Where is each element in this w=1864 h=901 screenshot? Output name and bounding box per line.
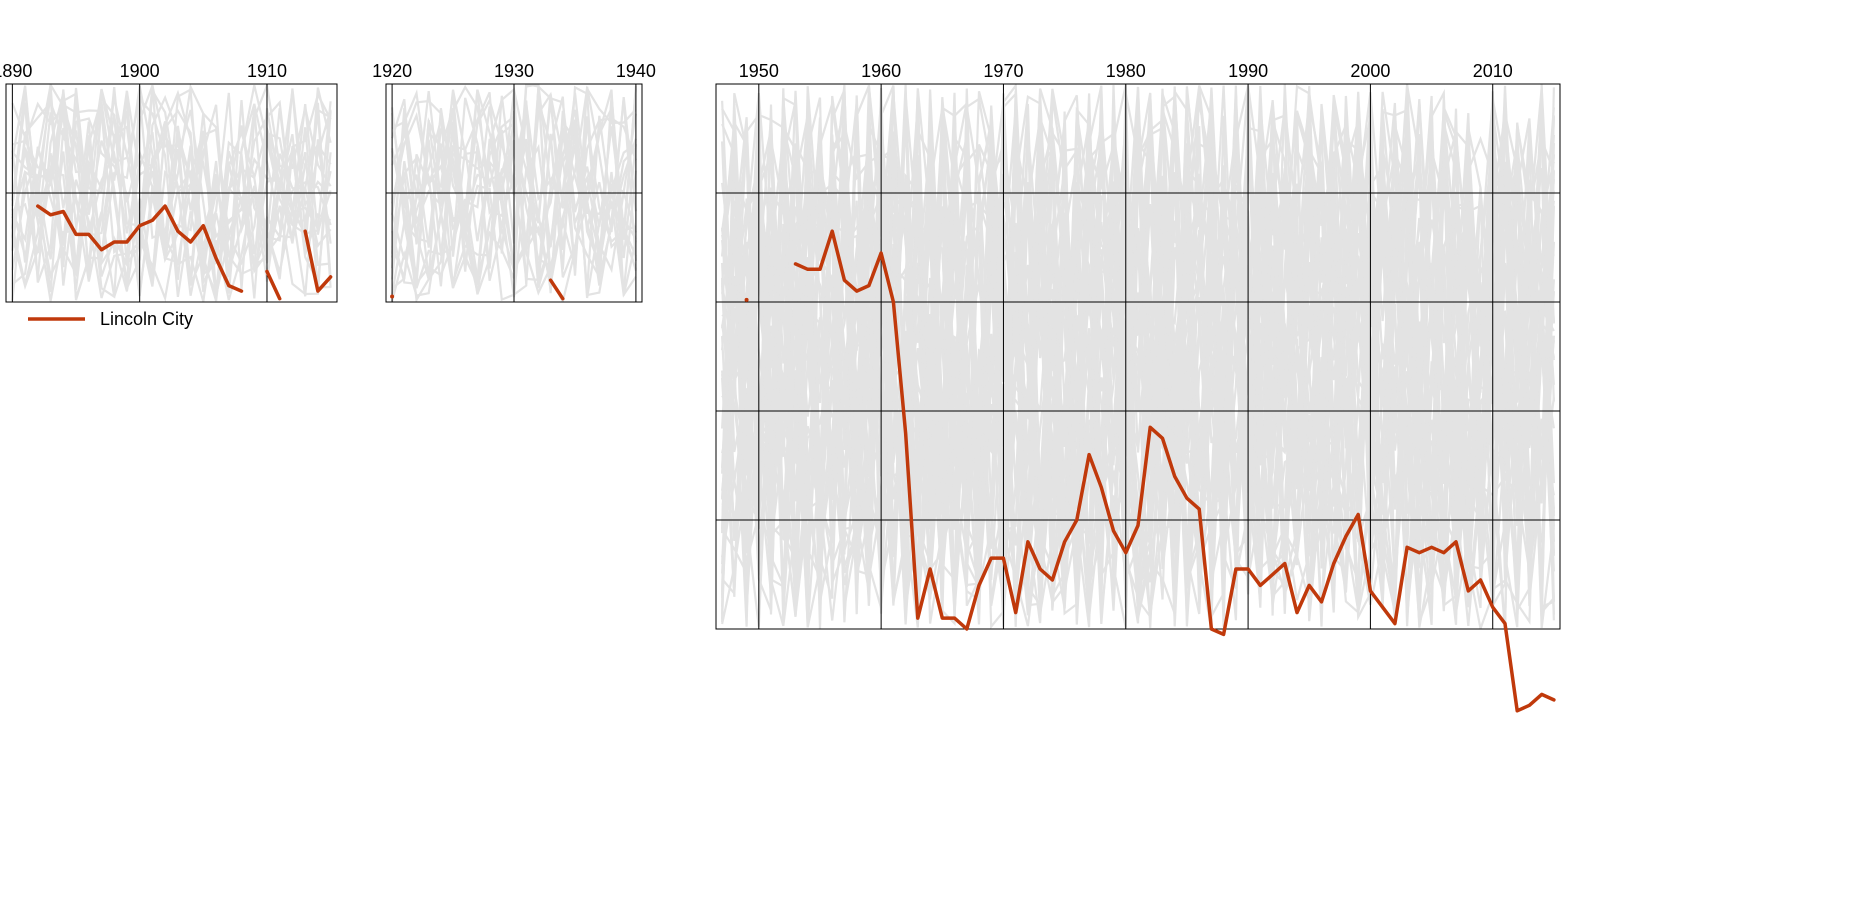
x-tick-label: 1930 [494, 61, 534, 81]
background-line [721, 85, 1555, 614]
x-tick-label: 1890 [0, 61, 32, 81]
legend: Lincoln City [28, 309, 193, 329]
x-tick-label: 1940 [616, 61, 656, 81]
series-line [265, 269, 282, 301]
series-line [793, 229, 1556, 713]
series-line [548, 278, 565, 301]
background-line [721, 89, 1555, 629]
grid: 1950 1960 1970 1980 1990 2000 2010 [715, 61, 1561, 630]
series-lincoln-city [36, 204, 333, 301]
x-tick-label: 2010 [1473, 61, 1513, 81]
grid: 1890 1900 1910 [0, 61, 338, 303]
x-tick-label: 1950 [739, 61, 779, 81]
x-tick-label: 1970 [983, 61, 1023, 81]
background-line [11, 85, 332, 294]
legend-label-lincoln-city: Lincoln City [100, 309, 193, 329]
chart-panel-1920s: 1920 1930 1940 [372, 61, 656, 303]
x-tick-label: 1960 [861, 61, 901, 81]
series-lincoln-city [744, 229, 1556, 713]
background-line [721, 84, 1555, 628]
chart-panel-1950s-2010s: 1950 1960 1970 1980 1990 2000 2010 [715, 61, 1561, 713]
series-line [36, 204, 244, 293]
series-line [303, 229, 333, 293]
background-line [11, 85, 332, 298]
series-point [744, 297, 749, 302]
chart-panel-1890s: 1890 1900 1910 [0, 61, 338, 303]
series-lincoln-city [390, 278, 565, 301]
background-series [11, 84, 332, 302]
x-tick-label: 1910 [247, 61, 287, 81]
background-line [721, 84, 1555, 612]
x-tick-label: 1920 [372, 61, 412, 81]
background-series [721, 84, 1555, 629]
x-tick-label: 2000 [1350, 61, 1390, 81]
panel-frame [715, 83, 1561, 630]
x-tick-label: 1900 [120, 61, 160, 81]
series-point [390, 294, 395, 299]
grid: 1920 1930 1940 [372, 61, 656, 303]
background-line [11, 87, 332, 301]
x-tick-label: 1990 [1228, 61, 1268, 81]
x-tick-label: 1980 [1106, 61, 1146, 81]
